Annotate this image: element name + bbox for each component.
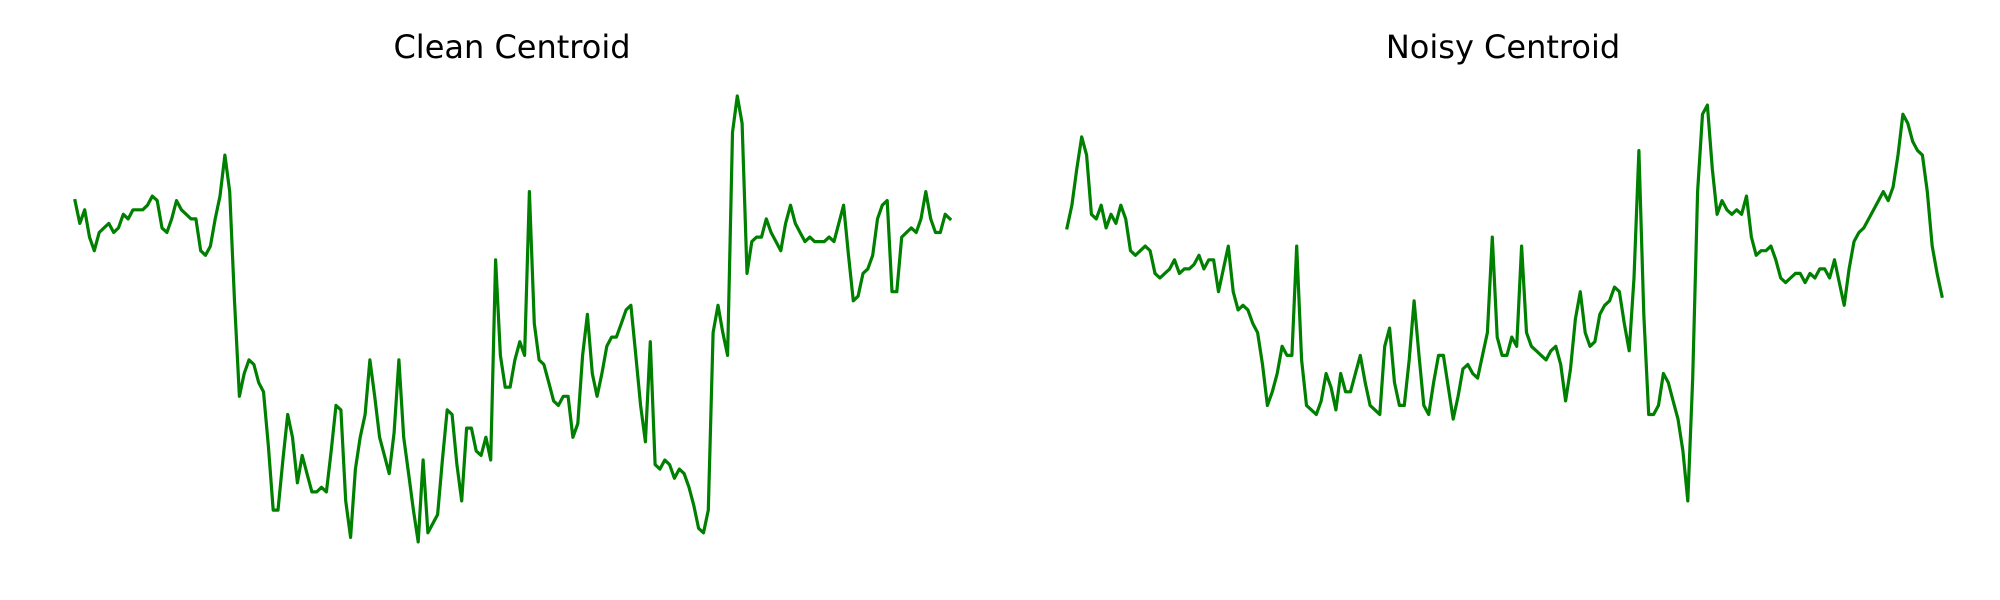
noisy-centroid-plot-area xyxy=(1065,103,1944,503)
noisy-centroid-title: Noisy Centroid xyxy=(1386,28,1620,66)
clean-centroid-series-line xyxy=(73,94,953,544)
clean-centroid-title: Clean Centroid xyxy=(393,28,630,66)
noisy-centroid-panel: Noisy Centroid xyxy=(1065,28,1944,503)
clean-centroid-plot-area xyxy=(73,94,953,544)
noisy-centroid-series-line xyxy=(1065,103,1944,503)
clean-centroid-panel: Clean Centroid xyxy=(73,28,953,544)
